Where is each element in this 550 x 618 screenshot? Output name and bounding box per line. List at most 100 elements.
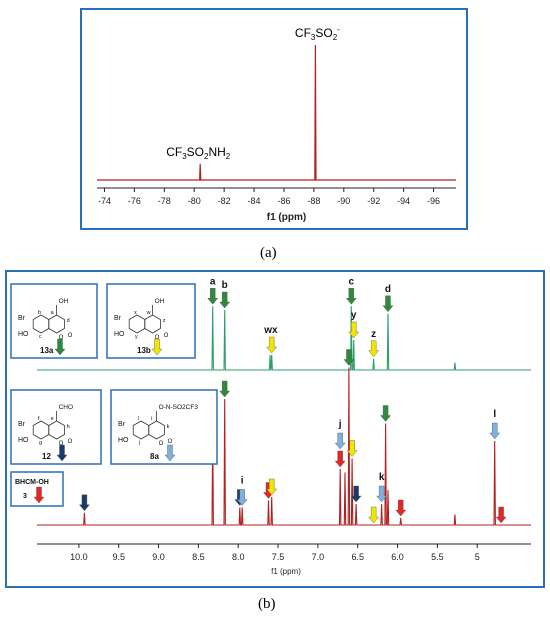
label-sub: 2 [204,152,209,161]
substituent-group: OH [59,298,69,305]
carbonyl-oxygen: O [168,439,173,445]
substituent-br: Br [18,421,26,428]
label-part: NH [208,145,225,159]
peak-label-bottom: k [379,472,385,483]
axis-a-tick-label: -96 [427,196,440,206]
substituent-br: Br [114,315,122,322]
substituent-ho: HO [18,437,29,444]
compound-number: 12 [42,452,51,461]
axis-a-tick-label: -76 [128,196,141,206]
label-sup: - [337,25,340,34]
peak-label-top: a [210,276,216,287]
atom-label: e [51,416,54,422]
arrow-bottom-green [343,349,355,366]
atom-label: h [67,424,70,430]
label-sub: 3 [311,33,316,42]
axis-a-tick-label: -78 [158,196,171,206]
atom-label: k [167,424,170,430]
legend-bhcm-name: BHCM-OH [15,479,49,486]
spectrum-b-top-line [37,306,531,371]
panel-a-caption: (a) [260,245,277,261]
substituent-group: CHO [59,404,73,411]
carbonyl-oxygen: O [68,333,73,339]
legend-bhcm-arrow [33,486,45,504]
compound-number: 8a [150,452,159,461]
ring-oxygen: O [59,335,64,341]
arrow-bottom-red [395,499,407,517]
axis-b-tick-label: 5 [475,552,480,562]
substituent-ho: HO [18,331,29,338]
atom-label: d [67,318,70,324]
compound-arrow-lightblue [164,444,176,462]
carbonyl-oxygen: O [164,333,169,339]
substituent-group: O-N-SO2CF3 [159,404,199,411]
peak-label-cf3so2: CF3SO2- [295,25,340,42]
ring-oxygen: O [155,335,160,341]
atom-label: z [163,318,166,324]
arrow-bottom-lightblue [236,489,248,506]
compound-arrow-green [54,338,66,356]
substituent-br: Br [18,315,26,322]
axis-a-tick-label: -94 [397,196,410,206]
arrow-bottom-lightblue [334,432,346,450]
arrow-bottom-navy [350,485,362,503]
panel-a-frame: -74 -76 -78 -80 -82 -84 -86 -88 -90 -92 -94 -96 f1 (… [80,8,468,230]
arrow-bottom-lightblue [376,485,388,503]
axis-a-tick-label: -84 [248,196,261,206]
axis-b-tick-label: 8.5 [192,552,205,562]
axis-a-tick-label: -74 [98,196,111,206]
compound-arrow-yellow [151,338,163,356]
carbonyl-oxygen: O [68,439,73,445]
atom-label: j [138,440,140,446]
peak-label-bottom: i [241,476,244,487]
arrow-bottom-yellow [266,478,278,496]
label-part: CF [295,26,311,40]
atom-label: i [151,416,152,422]
axis-b-xlabel: f1 (ppm) [271,567,301,576]
arrow-bottom-lightblue [489,422,501,440]
panel-b-frame: a b wx c y z d i j k l 10.0 9.5 9.0 8.5 8.0 7.5 7.0 6.5 6.0… [5,270,545,588]
arrow-top-yellow [266,336,278,354]
axis-b-tick-label: 5.5 [431,552,444,562]
substituent-ho: HO [114,331,125,338]
atom-label: w [146,310,151,316]
label-part: SO [187,145,204,159]
peak-label-bottom: l [493,409,496,420]
peak-label-top: c [349,276,355,287]
structure-box-13a [10,283,98,359]
axis-a-tick-label: -88 [307,196,320,206]
panel-b-caption: (b) [258,596,276,612]
atom-label: b [38,310,41,316]
peak-label-top: wx [263,325,278,336]
atom-label: a [51,310,55,316]
arrow-bottom-yellow [346,440,358,457]
substituent-group: OH [155,298,165,305]
atom-label: y [135,334,138,340]
label-sub: 2 [226,152,231,161]
axis-a-tick-label: -82 [218,196,231,206]
axis-a-tick-label: -80 [188,196,201,206]
axis-b-tick-label: 6.0 [391,552,404,562]
chart-a-19f-spectrum: -74 -76 -78 -80 -82 -84 -86 -88 -90 -92 -94 -96 f1 (… [97,25,456,223]
compound-arrow-navy [56,444,68,462]
ring-oxygen: O [59,441,64,447]
substituent-ho: HO [118,437,129,444]
axis-b-tick-label: 9.0 [152,552,165,562]
atom-label: l [138,416,139,422]
atom-label: x [134,310,137,316]
atom-label: g [39,440,42,446]
atom-label: c [39,334,42,340]
label-sub: 2 [333,33,338,42]
structure-box-12 [10,389,102,465]
arrow-bottom-red [334,450,346,468]
structure-box-13b [106,283,196,359]
axis-b-tick-label: 7.0 [312,552,325,562]
axis-b-tick-label: 9.5 [112,552,125,562]
arrow-top-green [207,288,219,305]
arrow-bottom-yellow [368,506,380,524]
arrow-top-green [345,288,357,305]
axis-a-tick-label: -90 [337,196,350,206]
arrow-bottom-navy [79,494,90,512]
label-part: SO [315,26,332,40]
